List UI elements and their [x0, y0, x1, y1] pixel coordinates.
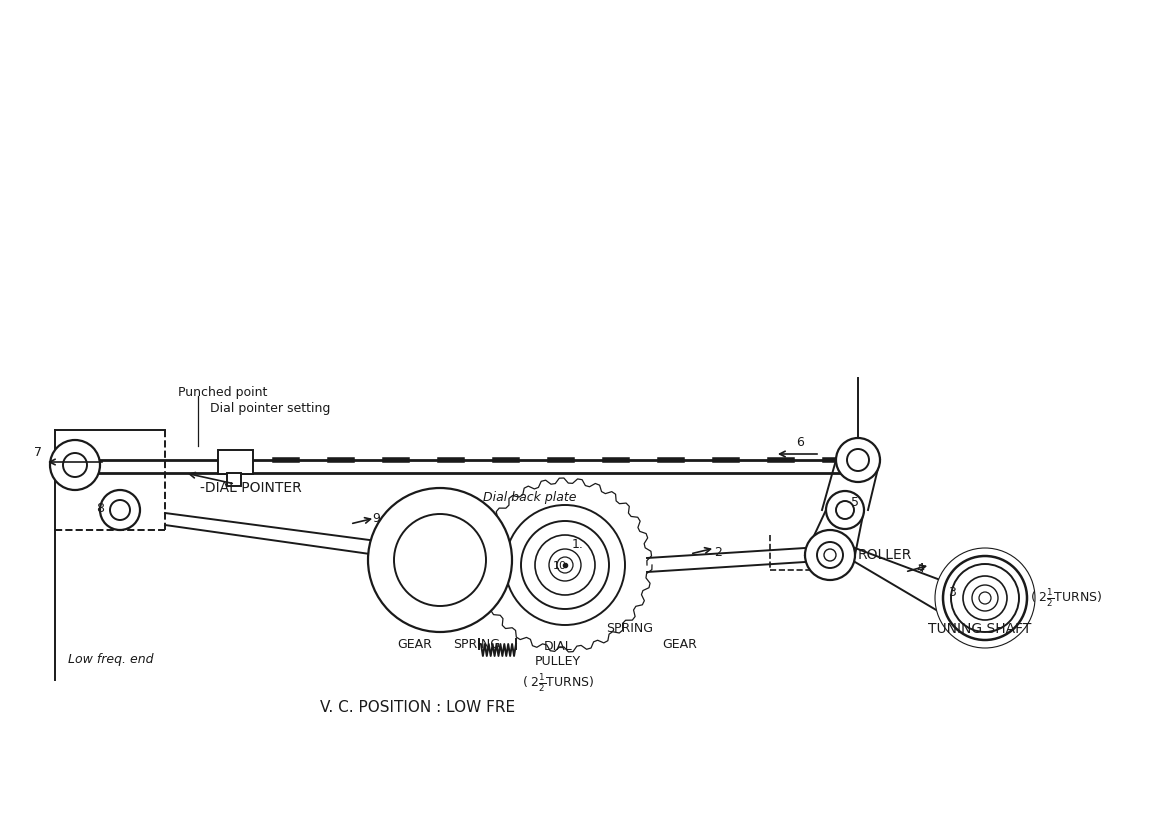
Circle shape: [63, 453, 87, 477]
Circle shape: [394, 514, 486, 606]
Circle shape: [110, 500, 130, 520]
Circle shape: [847, 449, 869, 471]
Text: SPRING: SPRING: [606, 622, 654, 635]
Text: V. C. POSITION : LOW FRE: V. C. POSITION : LOW FRE: [321, 700, 515, 715]
Text: ROLLER: ROLLER: [858, 548, 913, 562]
Circle shape: [826, 491, 863, 529]
Circle shape: [943, 556, 1027, 640]
Circle shape: [99, 490, 140, 530]
Circle shape: [521, 521, 610, 609]
Circle shape: [824, 549, 837, 561]
Text: GEAR: GEAR: [398, 638, 433, 651]
Circle shape: [837, 438, 880, 482]
Text: 5: 5: [851, 496, 859, 509]
Circle shape: [50, 440, 99, 490]
Bar: [227, 473, 241, 486]
Circle shape: [837, 501, 854, 519]
Text: DIAL
PULLEY: DIAL PULLEY: [535, 640, 581, 668]
Text: TUNING SHAFT: TUNING SHAFT: [928, 622, 1032, 636]
Circle shape: [979, 592, 991, 604]
Text: 10: 10: [553, 561, 567, 571]
Text: Dial back plate: Dial back plate: [483, 491, 577, 504]
Text: ( 2$\frac{1}{2}$TURNS): ( 2$\frac{1}{2}$TURNS): [1030, 587, 1102, 609]
Text: GEAR: GEAR: [662, 638, 697, 651]
Text: SPRING: SPRING: [454, 638, 501, 651]
Circle shape: [972, 585, 998, 611]
Text: 8: 8: [96, 501, 104, 514]
Circle shape: [805, 530, 855, 580]
Text: 9: 9: [372, 513, 380, 525]
Text: Dial pointer setting: Dial pointer setting: [209, 402, 330, 415]
Circle shape: [935, 548, 1035, 648]
Text: 7: 7: [34, 447, 42, 460]
Circle shape: [535, 535, 596, 595]
Circle shape: [963, 576, 1007, 620]
Circle shape: [505, 505, 625, 625]
Text: Punched point: Punched point: [178, 386, 268, 399]
Text: 4: 4: [916, 562, 924, 575]
Circle shape: [549, 549, 581, 581]
Circle shape: [557, 557, 573, 573]
Text: -DIAL POINTER: -DIAL POINTER: [200, 481, 302, 495]
Circle shape: [951, 564, 1019, 632]
Text: 6: 6: [796, 437, 804, 450]
Circle shape: [817, 542, 844, 568]
Circle shape: [369, 488, 512, 632]
Text: 1.: 1.: [572, 538, 584, 552]
Text: 2: 2: [714, 546, 722, 558]
Text: ( 2$\frac{1}{2}$TURNS): ( 2$\frac{1}{2}$TURNS): [522, 672, 594, 694]
Text: 3: 3: [948, 586, 956, 599]
Text: Low freq. end: Low freq. end: [68, 653, 153, 667]
Bar: [218, 450, 253, 474]
